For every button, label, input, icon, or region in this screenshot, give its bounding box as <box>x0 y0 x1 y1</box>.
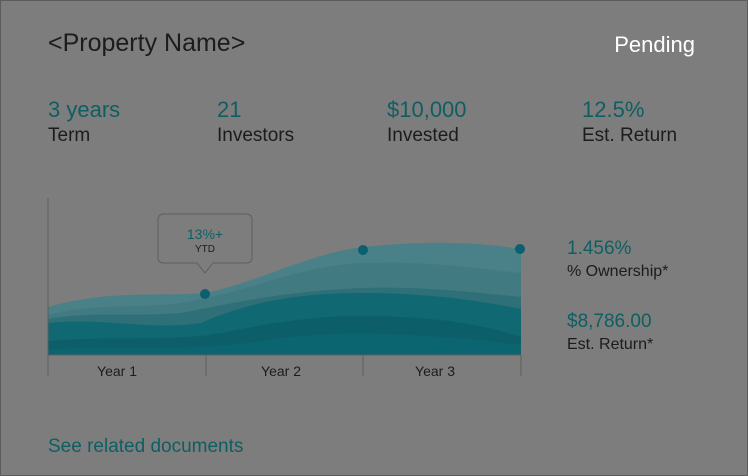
stat-est-return: 12.5% Est. Return <box>582 97 677 149</box>
x-axis-label-year-1: Year 1 <box>97 363 137 379</box>
performance-chart: Year 1 Year 2 Year 3 13%+ YTD <box>47 198 525 379</box>
stat-invested-label: Invested <box>387 125 459 146</box>
return-summary: $8,786.00 Est. Return* <box>567 310 653 356</box>
stat-term: 3 years Term <box>48 97 120 149</box>
return-label: Est. Return* <box>567 336 654 353</box>
ownership-summary: 1.456% % Ownership* <box>567 237 668 283</box>
stat-term-value: 3 years <box>48 97 121 122</box>
stat-est-return-label: Est. Return <box>582 125 678 146</box>
chart-point[interactable] <box>515 244 525 254</box>
property-name: <Property Name> <box>48 29 246 57</box>
tooltip-value: 13%+ <box>187 226 223 242</box>
tooltip-bubble <box>157 213 253 274</box>
chart-tooltip: 13%+ YTD <box>157 213 253 274</box>
stat-investors-value: 21 <box>217 97 242 122</box>
return-value: $8,786.00 <box>567 311 652 332</box>
x-axis-label-year-2: Year 2 <box>261 363 301 379</box>
status-label: Pending <box>614 32 695 57</box>
stat-term-label: Term <box>48 125 91 146</box>
x-axis-label-year-3: Year 3 <box>415 363 455 379</box>
stat-invested-value: $10,000 <box>387 97 467 122</box>
chart-band-base <box>48 333 521 355</box>
stat-invested: $10,000 Invested <box>387 97 467 149</box>
ownership-value: 1.456% <box>567 238 632 259</box>
stat-est-return-value: 12.5% <box>582 97 645 122</box>
chart-point[interactable] <box>358 245 368 255</box>
chart-point[interactable] <box>200 289 210 299</box>
stat-investors-label: Investors <box>217 125 295 146</box>
tooltip-label: YTD <box>195 244 215 255</box>
stat-investors: 21 Investors <box>217 97 294 149</box>
see-related-documents-link[interactable]: See related documents <box>48 436 244 457</box>
ownership-label: % Ownership* <box>567 263 669 280</box>
